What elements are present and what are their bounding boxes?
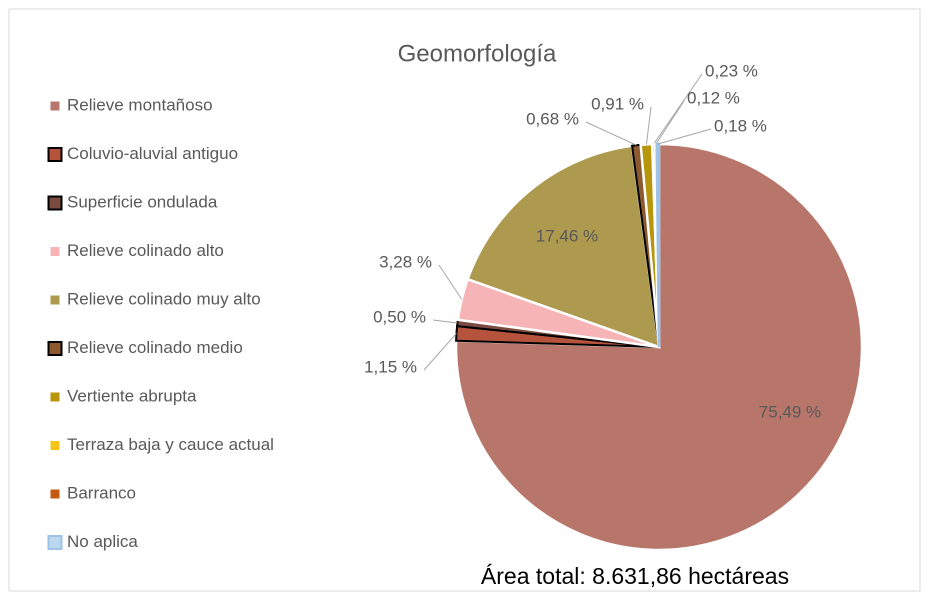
- legend-marker: [50, 441, 60, 450]
- data-label: 1,15 %: [364, 357, 417, 376]
- data-label: 0,68 %: [526, 109, 579, 128]
- leader-line: [432, 319, 458, 324]
- legend-marker: [50, 247, 60, 256]
- chart-title: Geomorfología: [398, 40, 557, 67]
- data-label: 17,46 %: [536, 226, 598, 245]
- legend-label: Terraza baja y cauce actual: [67, 435, 274, 454]
- data-label: 0,12 %: [687, 88, 740, 107]
- leader-line: [438, 264, 463, 300]
- data-label: 0,23 %: [705, 61, 758, 80]
- data-label: 0,50 %: [373, 307, 426, 326]
- leader-line: [655, 100, 685, 145]
- leader-line: [645, 106, 652, 145]
- legend-marker: [50, 295, 60, 305]
- legend-label: Relieve colinado medio: [67, 338, 243, 357]
- legend-marker: [47, 535, 63, 550]
- leader-line: [657, 128, 712, 145]
- legend-marker: [50, 101, 60, 111]
- legend-marker: [47, 341, 63, 356]
- legend-label: Relieve colinado alto: [67, 241, 224, 260]
- legend-label: Relieve colinado muy alto: [67, 289, 261, 308]
- legend-label: Barranco: [67, 483, 136, 502]
- legend-marker: [50, 489, 60, 499]
- legend-label: No aplica: [67, 532, 138, 551]
- pie-slice: [466, 144, 661, 349]
- legend-label: Superficie ondulada: [67, 192, 218, 211]
- data-label: 75,49 %: [759, 402, 821, 421]
- data-label: 3,28 %: [379, 252, 432, 271]
- legend-label: Coluvio-aluvial antiguo: [67, 144, 238, 163]
- annotation: Área total: 8.631,86 hectáreas: [481, 563, 789, 589]
- legend-marker: [47, 147, 63, 162]
- legend-marker: [47, 195, 63, 211]
- data-label: 0,91 %: [591, 94, 644, 113]
- data-label: 0,18 %: [714, 116, 767, 135]
- legend-label: Relieve montañoso: [67, 95, 213, 114]
- leader-line: [653, 73, 703, 145]
- leader-line: [423, 333, 457, 371]
- legend-marker: [50, 392, 60, 402]
- leader-line: [585, 121, 637, 146]
- legend-label: Vertiente abrupta: [67, 386, 197, 405]
